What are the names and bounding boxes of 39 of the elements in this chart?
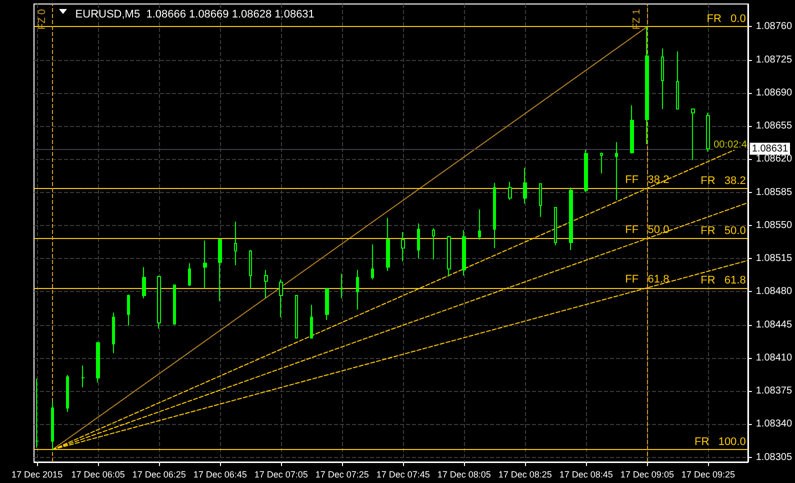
chart-title: EURUSD,M5 1.08666 1.08669 1.08628 1.08631 (75, 8, 314, 20)
x-tick-label: 17 Dec 09:05 (620, 470, 674, 480)
y-tick-label: 1.08655 (756, 120, 792, 132)
x-tick-label: 17 Dec 06:45 (193, 470, 247, 480)
x-tick-label: 17 Dec 07:25 (315, 470, 369, 480)
ref-line-label: 1.08631 (752, 143, 788, 154)
ref-line-label: FZ 1 (632, 8, 643, 30)
y-tick-label: 1.08725 (756, 54, 792, 66)
annotation: FF 61.8 (625, 273, 670, 286)
y-tick-label: 1.08445 (756, 319, 792, 330)
ref-line-label: FR 61.8 (700, 274, 746, 286)
y-tick-label: 1.08515 (756, 253, 792, 264)
annotation: FF 38.2 (625, 174, 670, 186)
ref-line-label: FZ 0 (36, 8, 48, 30)
x-tick-label: 17 Dec 06:25 (132, 470, 186, 480)
y-tick-label: 1.08620 (756, 154, 792, 165)
x-tick-label: 17 Dec 08:05 (437, 470, 491, 480)
x-tick-label: 17 Dec 06:05 (71, 470, 125, 480)
y-tick-label: 1.08305 (756, 452, 792, 463)
y-tick-label: 1.08760 (756, 21, 792, 32)
ref-line-label: FR 100.0 (694, 436, 746, 448)
y-tick-label: 1.08375 (756, 386, 792, 397)
y-tick-label: 1.08340 (756, 418, 792, 430)
y-tick-label: 1.08410 (756, 352, 792, 364)
x-tick-label: 17 Dec 08:25 (498, 470, 552, 480)
y-tick-label: 1.08550 (756, 220, 792, 231)
y-tick-label: 1.08585 (756, 186, 792, 198)
y-tick-label: 1.08690 (756, 87, 792, 98)
x-tick-label: 17 Dec 07:05 (254, 470, 308, 480)
ref-line-label: FR 0.0 (706, 13, 746, 26)
x-tick-label: 17 Dec 2015 (12, 470, 63, 480)
ref-line-label: FR 50.0 (700, 225, 746, 238)
y-tick-label: 1.08480 (756, 286, 792, 298)
annotation: FF 50.0 (625, 224, 670, 236)
annotation: 00:02:4 (714, 140, 748, 150)
x-tick-label: 17 Dec 09:25 (681, 470, 735, 480)
x-tick-label: 17 Dec 08:45 (559, 470, 613, 480)
x-tick-label: 17 Dec 07:45 (376, 470, 430, 480)
ref-line-label: FR 38.2 (700, 175, 746, 188)
